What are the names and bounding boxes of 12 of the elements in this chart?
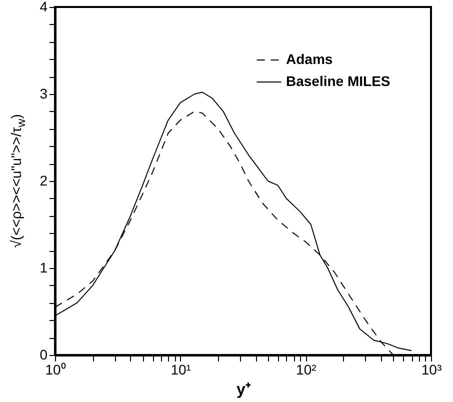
y-tick-label: 1 [40, 260, 48, 276]
x-tick-label: 10² [296, 362, 317, 378]
x-tick-label: 10³ [421, 362, 442, 378]
y-tick-label: 3 [40, 86, 48, 102]
legend-label: Baseline MILES [286, 73, 390, 89]
x-tick-label: 10¹ [170, 362, 192, 378]
legend-label: Adams [286, 51, 333, 67]
x-tick-label: 10⁰ [45, 362, 66, 378]
x-axis-title: y⁺ [236, 382, 252, 398]
y-tick-label: 0 [40, 346, 48, 362]
y-tick-label: 4 [40, 0, 48, 14]
y-tick-label: 2 [40, 172, 48, 188]
